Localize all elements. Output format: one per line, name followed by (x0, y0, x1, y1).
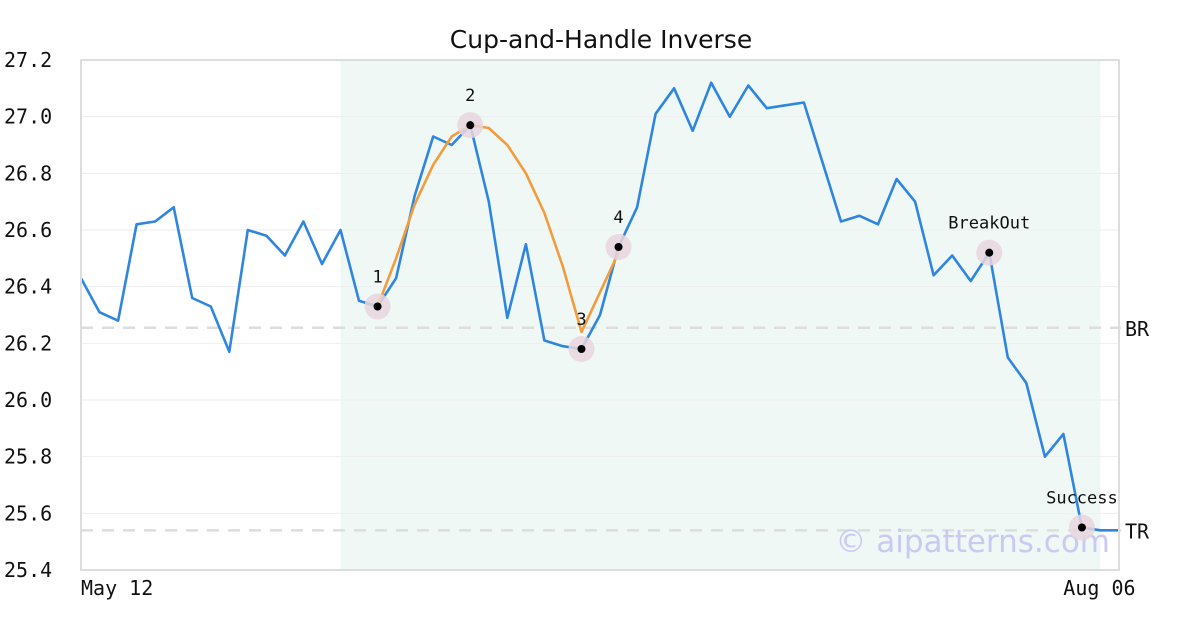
marker-dot (373, 302, 382, 311)
annotation-label: 4 (613, 208, 623, 228)
annotation-label: BreakOut (948, 214, 1030, 234)
marker-dot (466, 121, 475, 130)
y-tick-label: 25.8 (4, 445, 52, 469)
pattern-region (340, 60, 1101, 570)
y-tick-label: 26.8 (4, 161, 52, 185)
y-tick-label: 26.2 (4, 331, 52, 355)
y-tick-label: 25.6 (4, 501, 52, 525)
plot-frame (80, 59, 1120, 571)
gridlines (81, 116, 1119, 514)
x-tick-label: Aug 06 (1063, 576, 1135, 600)
pattern-region-layer (340, 60, 1101, 570)
pattern-curve (376, 123, 620, 334)
chart-title: Cup-and-Handle Inverse (450, 25, 752, 54)
watermark: © aipatterns.com (835, 524, 1110, 560)
y-tick-label: 27.2 (4, 48, 52, 72)
x-tick-label: May 12 (81, 576, 153, 600)
y-tick-label: 26.0 (4, 388, 52, 412)
marker-dot (985, 248, 994, 257)
annotation-label: Success (1046, 489, 1118, 509)
annotation-label: 1 (372, 268, 382, 288)
level-lines: BR TR (81, 317, 1150, 543)
price-line (79, 81, 1119, 532)
level-label-tr: TR (1125, 519, 1150, 543)
y-tick-label: 26.6 (4, 218, 52, 242)
y-tick-label: 26.4 (4, 275, 52, 299)
level-label-br: BR (1125, 317, 1150, 341)
y-tick-label: 25.4 (4, 558, 52, 582)
annotation-label: 3 (576, 310, 586, 330)
y-tick-label: 27.0 (4, 105, 52, 129)
marker-dot (1077, 523, 1086, 532)
annotation-label: 2 (465, 86, 475, 106)
series-layer (79, 81, 1119, 532)
marker-dot (614, 243, 623, 251)
annotation-markers: 1 2 3 4 BreakOut Success (364, 86, 1118, 541)
marker-dot (577, 345, 586, 353)
axis-labels: 25.4 25.6 25.8 26.0 26.2 26.4 26.6 26.8 27.0 27.2… (4, 48, 1136, 600)
